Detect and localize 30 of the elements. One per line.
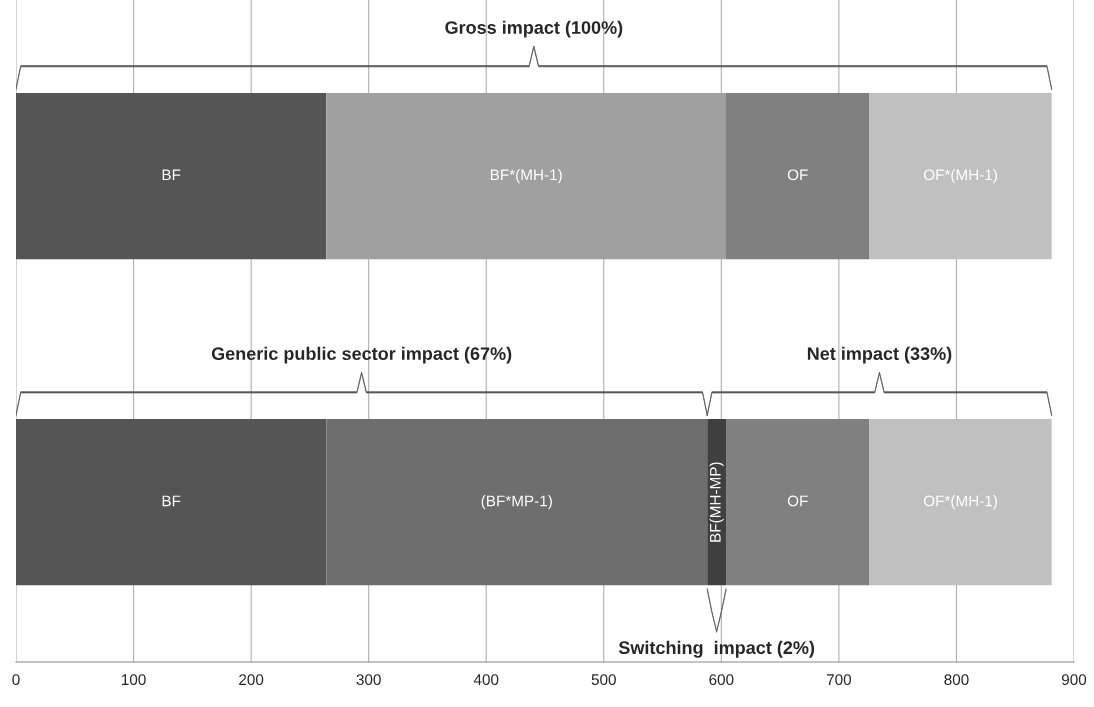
x-tick-label: 100 — [121, 674, 146, 686]
x-tick-label: 700 — [826, 674, 852, 686]
data-label: OF — [787, 169, 808, 181]
data-label: OF — [787, 495, 808, 507]
annotation: Switching impact (2%) — [618, 640, 815, 658]
bar — [16, 419, 327, 586]
x-tick-label: 900 — [1061, 674, 1087, 686]
data-label: BF — [162, 169, 181, 181]
x-tick-label: 500 — [591, 674, 616, 686]
data-label: BF — [162, 495, 181, 507]
data-label: OF*(MH-1) — [923, 168, 997, 184]
bar — [326, 419, 708, 586]
bar — [869, 419, 1052, 586]
x-tick-label: 300 — [356, 674, 381, 686]
bar — [16, 92, 327, 260]
annotation: Generic public sector impact (67%) — [211, 346, 512, 364]
bar — [869, 92, 1052, 260]
data-label: BF(MH-MP) — [709, 462, 724, 542]
annotation: Gross impact (100%) — [445, 20, 623, 38]
data-label: BF*(MH-1) — [490, 168, 562, 184]
x-tick-label: 200 — [239, 674, 264, 686]
x-tick-label: 0 — [12, 674, 20, 686]
x-tick-label: 400 — [473, 674, 499, 686]
data-label: OF*(MH-1) — [923, 495, 997, 510]
x-tick-label: 800 — [944, 674, 969, 686]
x-tick-label: 600 — [709, 674, 734, 686]
bar — [726, 419, 870, 586]
annotation: Net impact (33%) — [807, 346, 952, 364]
bar — [726, 92, 870, 260]
data-label: (BF*MP-1) — [481, 495, 552, 510]
